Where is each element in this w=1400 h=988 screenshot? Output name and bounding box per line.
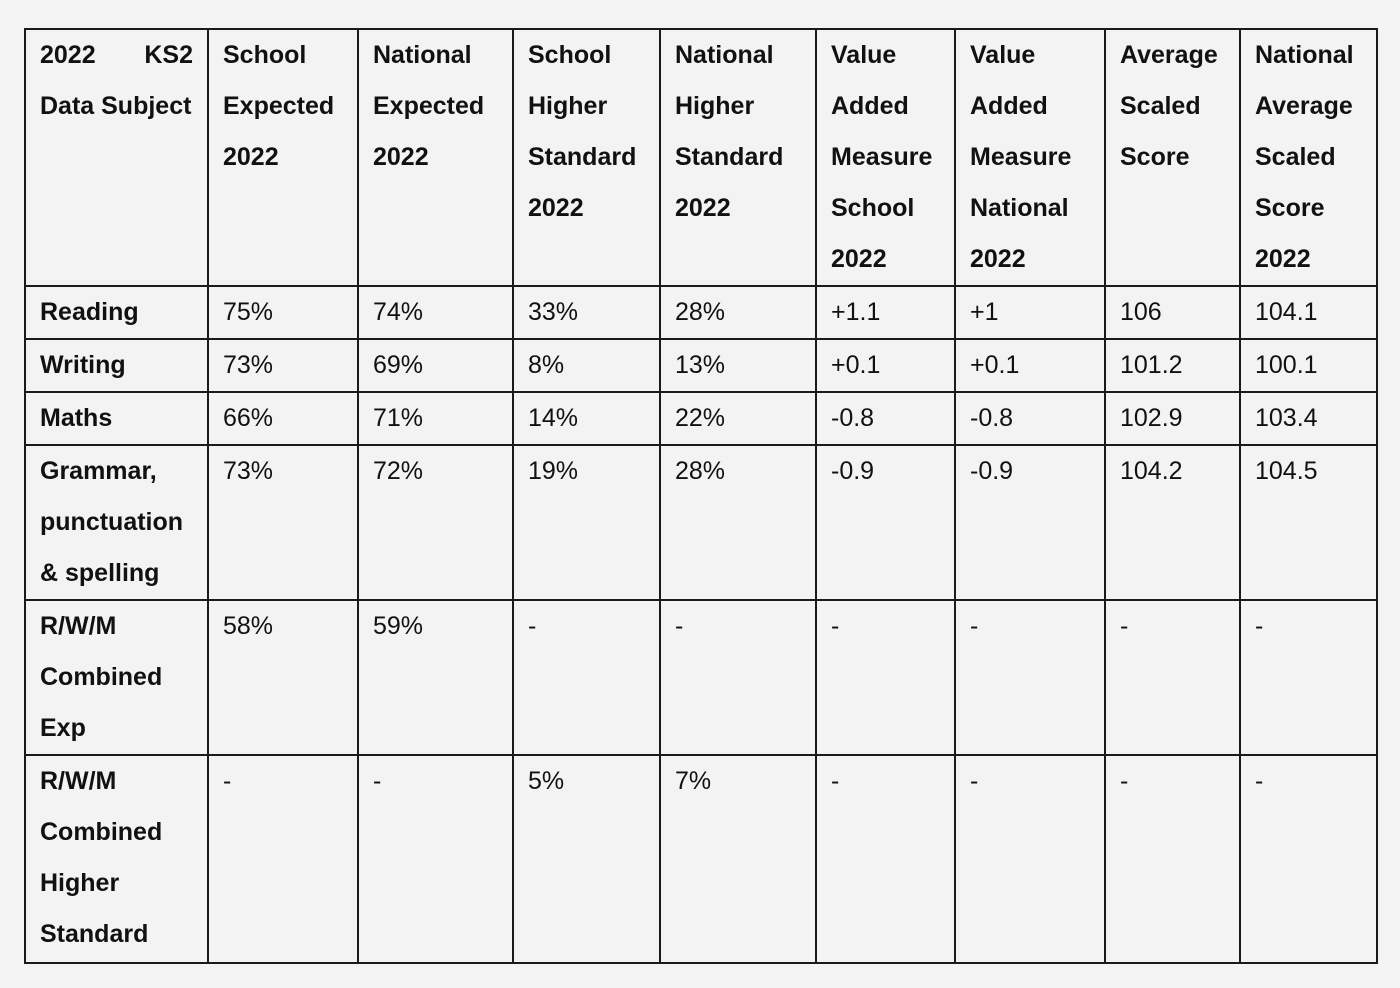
table-cell: 101.2 [1105, 339, 1240, 392]
row-subject: Reading [25, 286, 208, 339]
table-cell: 7% [660, 755, 816, 963]
ks2-results-table: 2022 KS2 Data Subject School Expected 20… [24, 28, 1378, 964]
table-cell: 59% [358, 600, 513, 755]
header-va-school: Value Added Measure School 2022 [816, 29, 955, 286]
row-subject: R/W/M Combined Exp [25, 600, 208, 755]
table-cell: - [660, 600, 816, 755]
table-cell: 58% [208, 600, 358, 755]
header-subject-stage: KS2 [144, 30, 193, 81]
table-cell: 102.9 [1105, 392, 1240, 445]
table-cell: - [208, 755, 358, 963]
table-row: Grammar, punctuation & spelling 73% 72% … [25, 445, 1377, 600]
table-cell: -0.8 [955, 392, 1105, 445]
table-row: R/W/M Combined Higher Standard - - 5% 7%… [25, 755, 1377, 963]
table-cell: - [358, 755, 513, 963]
table-cell: 71% [358, 392, 513, 445]
table-cell: - [1240, 755, 1377, 963]
table-cell: 14% [513, 392, 660, 445]
table-row: Writing 73% 69% 8% 13% +0.1 +0.1 101.2 1… [25, 339, 1377, 392]
table-cell: 5% [513, 755, 660, 963]
table-cell: 8% [513, 339, 660, 392]
table-cell: 104.1 [1240, 286, 1377, 339]
header-subject-year: 2022 [40, 30, 96, 81]
table-cell: 106 [1105, 286, 1240, 339]
table-cell: 74% [358, 286, 513, 339]
table-row: Reading 75% 74% 33% 28% +1.1 +1 106 104.… [25, 286, 1377, 339]
header-national-expected: National Expected 2022 [358, 29, 513, 286]
table-cell: - [1105, 755, 1240, 963]
table-cell: 28% [660, 445, 816, 600]
row-subject: R/W/M Combined Higher Standard [25, 755, 208, 963]
table-cell: 100.1 [1240, 339, 1377, 392]
table-cell: 13% [660, 339, 816, 392]
row-subject: Writing [25, 339, 208, 392]
table-cell: -0.8 [816, 392, 955, 445]
table-cell: 22% [660, 392, 816, 445]
header-va-national: Value Added Measure National 2022 [955, 29, 1105, 286]
table-row: R/W/M Combined Exp 58% 59% - - - - - - [25, 600, 1377, 755]
table-cell: 73% [208, 445, 358, 600]
table-cell: +0.1 [955, 339, 1105, 392]
table-cell: 73% [208, 339, 358, 392]
table-cell: 66% [208, 392, 358, 445]
row-subject: Grammar, punctuation & spelling [25, 445, 208, 600]
table-cell: 28% [660, 286, 816, 339]
table-cell: 33% [513, 286, 660, 339]
table-cell: 19% [513, 445, 660, 600]
header-avg-scaled: Average Scaled Score [1105, 29, 1240, 286]
table-cell: - [955, 600, 1105, 755]
table-cell: - [1240, 600, 1377, 755]
header-school-higher: School Higher Standard 2022 [513, 29, 660, 286]
table-cell: -0.9 [816, 445, 955, 600]
table-cell: +1 [955, 286, 1105, 339]
table-cell: - [955, 755, 1105, 963]
table-row: Maths 66% 71% 14% 22% -0.8 -0.8 102.9 10… [25, 392, 1377, 445]
table-cell: - [513, 600, 660, 755]
header-school-expected: School Expected 2022 [208, 29, 358, 286]
header-national-higher: National Higher Standard 2022 [660, 29, 816, 286]
header-row: 2022 KS2 Data Subject School Expected 20… [25, 29, 1377, 286]
table-cell: - [816, 600, 955, 755]
table-cell: 69% [358, 339, 513, 392]
table-cell: -0.9 [955, 445, 1105, 600]
row-subject: Maths [25, 392, 208, 445]
header-subject: 2022 KS2 Data Subject [25, 29, 208, 286]
table-cell: 104.5 [1240, 445, 1377, 600]
table-cell: 72% [358, 445, 513, 600]
table-cell: 103.4 [1240, 392, 1377, 445]
table-cell: 104.2 [1105, 445, 1240, 600]
table-cell: - [1105, 600, 1240, 755]
header-subject-rest: Data Subject [40, 81, 193, 132]
results-table-container: 2022 KS2 Data Subject School Expected 20… [24, 28, 1378, 964]
table-cell: +0.1 [816, 339, 955, 392]
table-cell: +1.1 [816, 286, 955, 339]
table-cell: 75% [208, 286, 358, 339]
table-cell: - [816, 755, 955, 963]
header-nat-avg-scaled: National Average Scaled Score 2022 [1240, 29, 1377, 286]
